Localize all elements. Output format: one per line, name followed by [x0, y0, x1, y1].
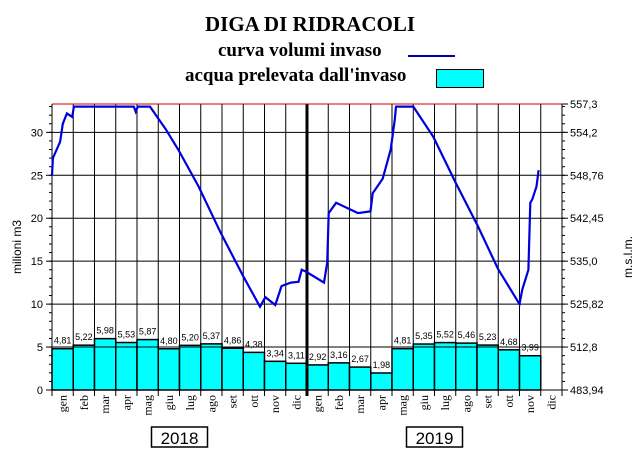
bar-value-label: 4,81	[54, 336, 72, 346]
bar-value-label: 4,68	[500, 337, 518, 347]
right-tick-label: 535,0	[570, 256, 598, 268]
month-label: nov	[523, 395, 537, 413]
right-tick-label: 525,82	[570, 299, 604, 311]
bar	[497, 349, 521, 391]
bar	[93, 337, 117, 391]
bar-value-label: 5,52	[436, 330, 454, 340]
month-label: apr	[119, 395, 133, 410]
year-label: 2019	[416, 429, 454, 448]
bar	[157, 348, 181, 391]
bar	[455, 342, 478, 391]
right-tick-label: 548,76	[570, 170, 604, 182]
right-tick-label: 542,45	[570, 213, 604, 225]
bar	[412, 343, 436, 391]
bar-value-label: 5,37	[203, 331, 221, 341]
year-label: 2018	[161, 429, 199, 448]
month-label: mag	[396, 395, 410, 416]
month-label: feb	[332, 395, 346, 410]
bar	[178, 344, 202, 391]
bar-value-label: 1,98	[373, 360, 391, 370]
month-label: lug	[183, 395, 197, 410]
y-tick-label: 5	[37, 342, 43, 354]
bar	[306, 364, 329, 391]
legend-line-label: curva volumi invaso	[218, 40, 382, 61]
bar	[200, 343, 223, 391]
bar-value-label: 5,98	[96, 326, 114, 336]
right-tick-label: 483,94	[570, 385, 604, 397]
month-label: feb	[77, 395, 91, 410]
y-tick-label: 0	[37, 385, 43, 397]
y-tick-label: 30	[31, 127, 43, 139]
y-axis-right-title: m.s.l.m.	[621, 236, 635, 278]
month-label: mar	[353, 395, 367, 414]
year-box	[405, 426, 464, 448]
bar	[242, 351, 266, 391]
bar-value-label: 5,35	[415, 331, 433, 341]
bar	[115, 341, 138, 391]
chart-title: DIGA DI RIDRACOLI	[205, 12, 416, 36]
y-axis-title: milioni m3	[10, 220, 24, 274]
bar-value-label: 4,81	[394, 336, 412, 346]
bar-value-label: 4,38	[245, 339, 263, 349]
bar	[476, 344, 499, 391]
y-tick-label: 15	[31, 256, 43, 268]
month-label: gen	[311, 395, 325, 412]
volume-curve-line	[50, 105, 540, 309]
legend-bar-label: acqua prelevata dall'invaso	[185, 65, 407, 86]
bar-value-label: 5,22	[75, 332, 93, 342]
bar	[51, 347, 74, 391]
y-tick-label: 20	[31, 213, 43, 225]
legend-bar-swatch	[436, 69, 484, 88]
month-label: ago	[459, 395, 473, 412]
bar-value-label: 5,53	[118, 330, 136, 340]
right-tick-label: 512,8	[570, 342, 598, 354]
bar-value-label: 5,46	[458, 330, 476, 340]
bar	[327, 362, 351, 391]
month-label: mar	[98, 395, 112, 414]
bar	[518, 354, 542, 391]
bar	[370, 372, 393, 391]
bar	[285, 362, 308, 391]
month-label: lug	[438, 395, 452, 410]
month-label: dic	[289, 395, 303, 410]
bar-value-label: 5,87	[139, 327, 157, 337]
right-tick-label: 557,3	[570, 99, 598, 111]
right-tick-label: 554,2	[570, 127, 598, 139]
bar	[391, 347, 414, 391]
bar-value-label: 4,80	[160, 336, 178, 346]
bar	[433, 341, 457, 391]
bar	[221, 347, 244, 391]
y-tick-label: 10	[31, 299, 43, 311]
bar-value-label: 3,99	[521, 343, 539, 353]
month-label: giu	[162, 395, 176, 410]
month-label: mag	[141, 395, 155, 416]
month-label: apr	[374, 395, 388, 410]
year-box	[150, 426, 209, 448]
month-label: set	[481, 394, 495, 408]
bar-value-label: 3,11	[288, 350, 305, 360]
month-label: ott	[502, 394, 516, 407]
month-label: giu	[417, 395, 431, 410]
bar	[72, 344, 96, 391]
bar	[263, 360, 287, 391]
y-tick-label: 25	[31, 170, 43, 182]
bar-value-label: 3,34	[266, 348, 284, 358]
bar-value-label: 4,86	[224, 335, 242, 345]
bar-value-label: 3,16	[330, 350, 348, 360]
bar-value-label: 5,23	[479, 332, 497, 342]
month-label: dic	[544, 395, 558, 410]
month-label: ago	[204, 395, 218, 412]
legend-line-swatch	[408, 55, 455, 57]
bar-value-label: 2,67	[351, 354, 369, 364]
bar	[348, 366, 372, 391]
month-label: ott	[247, 394, 261, 407]
month-label: gen	[56, 395, 70, 412]
month-label: set	[226, 394, 240, 408]
month-label: nov	[268, 395, 282, 413]
bar-value-label: 2,92	[309, 352, 327, 362]
bar-value-label: 5,20	[181, 332, 199, 342]
